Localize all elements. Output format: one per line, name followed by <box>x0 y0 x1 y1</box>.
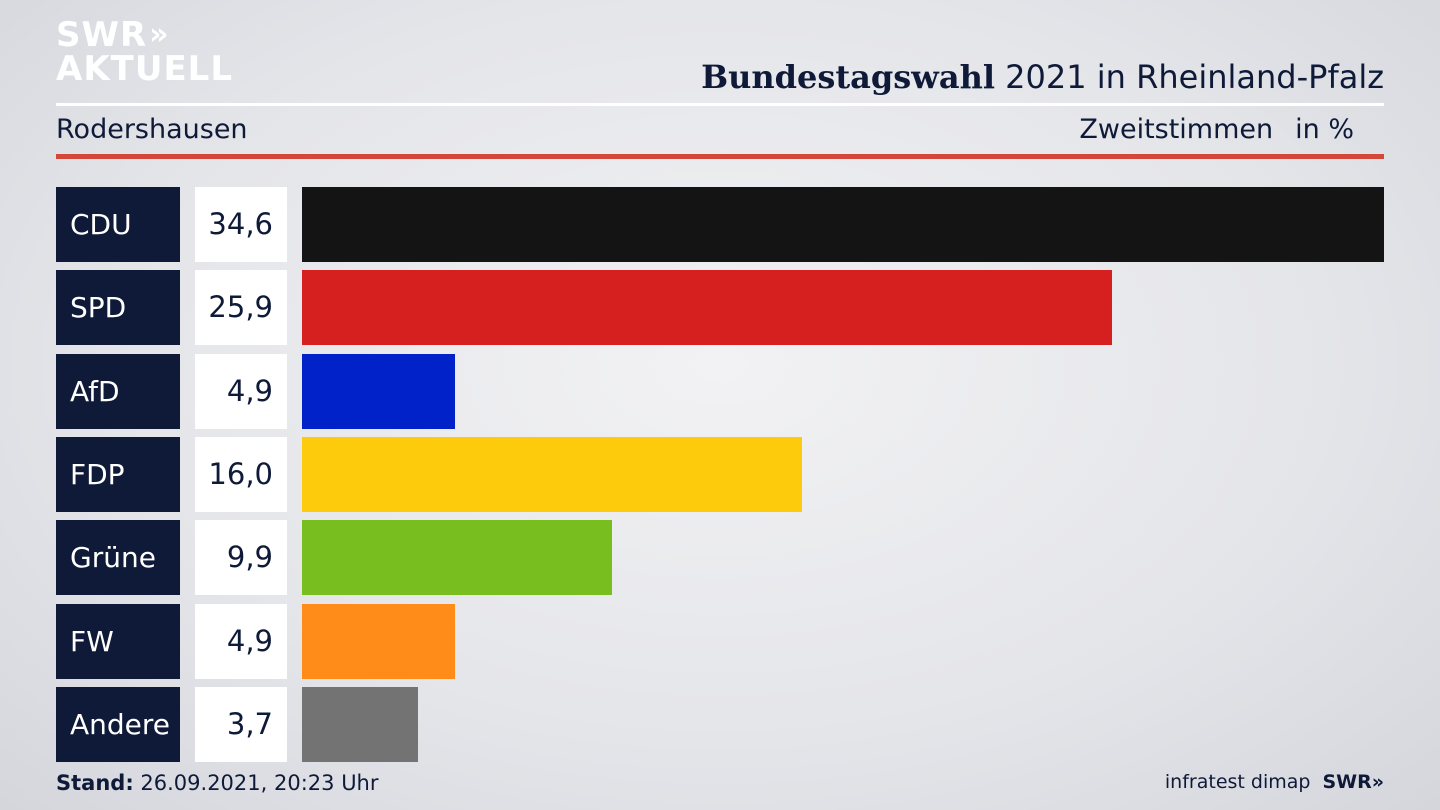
bar-row: AfD 4,9 <box>56 354 1384 429</box>
bar-row: FDP 16,0 <box>56 437 1384 512</box>
bar <box>302 354 455 429</box>
party-label: CDU <box>56 187 180 262</box>
bar <box>302 520 612 595</box>
value-label: 9,9 <box>195 520 287 595</box>
value-label: 4,9 <box>195 604 287 679</box>
measure-label: Zweitstimmen in % <box>1079 114 1354 145</box>
value-label: 16,0 <box>195 437 287 512</box>
header-divider <box>56 103 1384 106</box>
source-credits: infratest dimap SWR» <box>1165 771 1384 793</box>
source-label: infratest dimap <box>1164 771 1311 793</box>
bar <box>302 687 418 762</box>
unit-text: in % <box>1295 114 1354 145</box>
logo-aktuell-text: AKTUELL <box>56 49 234 89</box>
swr-footer-logo: SWR» <box>1322 771 1384 793</box>
timestamp: Stand: 26.09.2021, 20:23 Uhr <box>56 771 379 795</box>
bar <box>302 437 802 512</box>
title-bold: Bundestagswahl <box>701 58 995 96</box>
bar-row: Andere 3,7 <box>56 687 1384 762</box>
value-label: 25,9 <box>195 270 287 345</box>
stand-value: 26.09.2021, 20:23 Uhr <box>140 771 379 795</box>
page-title: Bundestagswahl 2021 in Rheinland-Pfalz <box>701 58 1384 96</box>
party-label: Grüne <box>56 520 180 595</box>
logo-swr-text: SWR <box>56 15 148 55</box>
stand-label: Stand: <box>56 771 134 795</box>
bar-row: FW 4,9 <box>56 604 1384 679</box>
bar-row: CDU 34,6 <box>56 187 1384 262</box>
value-label: 3,7 <box>195 687 287 762</box>
party-label: FDP <box>56 437 180 512</box>
value-label: 4,9 <box>195 354 287 429</box>
party-label: SPD <box>56 270 180 345</box>
bar <box>302 270 1112 345</box>
swr-aktuell-logo: SWR» AKTUELL <box>56 15 234 89</box>
value-label: 34,6 <box>195 187 287 262</box>
bar <box>302 604 455 679</box>
bar-row: SPD 25,9 <box>56 270 1384 345</box>
party-label: AfD <box>56 354 180 429</box>
logo-chevron-icon: » <box>149 17 169 52</box>
bar <box>302 187 1384 262</box>
measure-text: Zweitstimmen <box>1079 114 1274 145</box>
title-rest: 2021 in Rheinland-Pfalz <box>1005 58 1384 96</box>
accent-divider <box>56 154 1384 159</box>
bar-row: Grüne 9,9 <box>56 520 1384 595</box>
party-label: FW <box>56 604 180 679</box>
party-label: Andere <box>56 687 180 762</box>
location-label: Rodershausen <box>56 114 248 145</box>
